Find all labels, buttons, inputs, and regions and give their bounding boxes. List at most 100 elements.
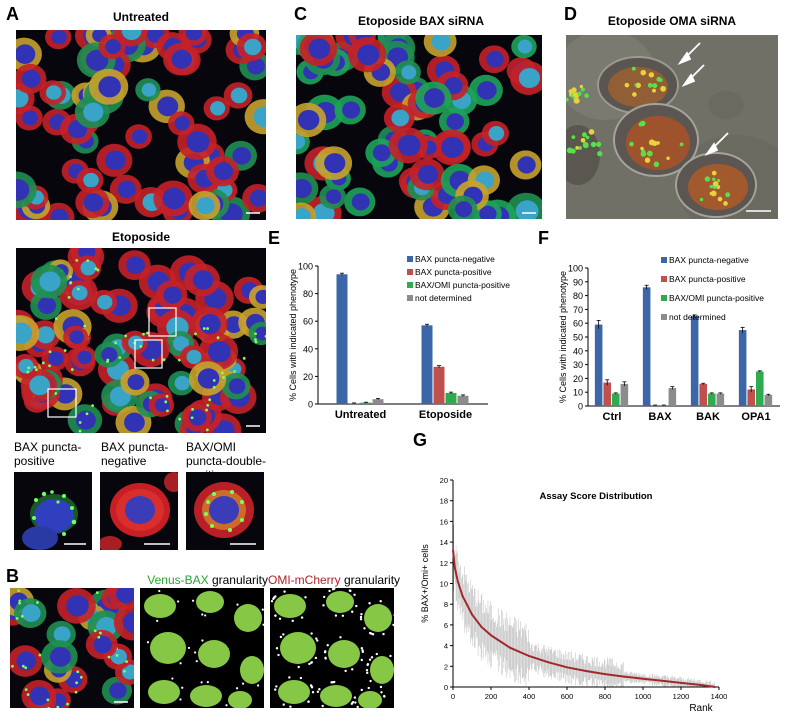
cell	[96, 143, 133, 177]
data-point	[471, 613, 473, 616]
y-tick-label: 10	[573, 388, 583, 398]
cell	[163, 43, 199, 76]
cell	[16, 171, 37, 209]
x-tick-label: 1200	[673, 692, 690, 701]
cell	[168, 111, 195, 136]
y-tick-label: 10	[440, 580, 448, 589]
inset-2-art	[100, 472, 178, 550]
omi-mcherry-colored: OMI-mCherry	[268, 573, 341, 587]
nucleus-mask	[190, 685, 222, 707]
y-tick-label: 12	[440, 559, 448, 568]
panel-a-etoposide-title: Etoposide	[111, 230, 170, 244]
x-axis-label: Rank	[689, 703, 713, 713]
legend-entry: BAX/OMI puncta-positive	[669, 293, 764, 303]
x-tick-label: 600	[561, 692, 574, 701]
cell	[30, 264, 68, 299]
cell	[248, 321, 266, 346]
y-tick-label: 40	[303, 344, 313, 354]
cell	[16, 105, 43, 131]
bar	[372, 399, 384, 404]
legend-entry: not determined	[669, 312, 726, 322]
cell	[120, 368, 150, 396]
cell	[16, 63, 47, 94]
chart-f: 0 10 20 30 40 50 60 70 80 90 100% Cells with indic…	[558, 255, 780, 423]
cell	[447, 195, 478, 219]
nucleus-mask	[278, 680, 310, 704]
cell	[510, 61, 542, 95]
y-tick-label: 70	[573, 305, 583, 315]
nucleus-mask	[196, 591, 224, 613]
data-point	[714, 686, 717, 688]
cell	[190, 307, 228, 342]
inset-box-3	[134, 339, 163, 369]
oma-sirna-micrograph	[566, 35, 778, 219]
cell	[478, 45, 510, 74]
omi-mcherry-rest: granularity	[340, 573, 401, 587]
cell	[73, 255, 102, 281]
y-tick-label: 80	[573, 291, 583, 301]
bax-sirna-micrograph	[296, 35, 542, 219]
bar	[708, 393, 716, 406]
panel-c-title: Etoposide BAX siRNA	[357, 14, 484, 28]
x-tick-label: 200	[485, 692, 498, 701]
cell	[39, 80, 67, 105]
cell	[74, 96, 110, 129]
omi-mcherry-title: OMI-mCherry granularity	[268, 573, 408, 587]
y-tick-label: 0	[308, 400, 313, 410]
y-tick-label: 50	[573, 333, 583, 343]
bar	[603, 382, 611, 406]
legend-entry: BAX puncta-positive	[415, 267, 492, 277]
cell	[296, 172, 319, 205]
panel-b-cells	[10, 588, 134, 708]
y-tick-label: 0	[578, 402, 583, 412]
data-point	[509, 646, 511, 649]
legend-swatch	[661, 257, 667, 263]
chart-g: Assay Score Distribution 0 2 4 6 8 10 12 14 16 18 2…	[420, 476, 727, 713]
cell	[41, 346, 69, 371]
y-axis-label: % Cells with indicated phenotype	[288, 269, 298, 401]
y-tick-label: 30	[573, 360, 583, 370]
bar	[620, 383, 629, 406]
data-point	[528, 655, 530, 657]
data-point	[680, 681, 682, 684]
nucleus-mask	[280, 632, 316, 664]
cell	[184, 263, 220, 297]
category-label: BAK	[696, 411, 720, 423]
cell	[248, 285, 266, 309]
cell	[221, 372, 251, 400]
y-tick-label: 80	[303, 289, 313, 299]
etoposide-cells	[16, 248, 266, 433]
nucleus-mask	[150, 632, 186, 664]
cell	[296, 102, 327, 138]
y-axis-label: % Cells with indicated phenotype	[558, 271, 568, 403]
cell	[113, 30, 148, 47]
y-tick-label: 60	[573, 319, 583, 329]
cell	[244, 99, 266, 135]
venus-bax-colored: Venus-BAX	[147, 573, 209, 587]
venus-bax-title: Venus-BAX granularity	[142, 573, 268, 587]
y-tick-label: 100	[568, 264, 583, 274]
cell	[203, 96, 230, 121]
category-label: OPA1	[741, 411, 770, 423]
bar	[433, 366, 445, 404]
panel-label-g: G	[413, 430, 428, 450]
bar	[336, 274, 348, 404]
cell	[16, 353, 39, 379]
etoposide-micrograph	[16, 248, 266, 433]
cell	[181, 403, 212, 432]
nucleus-mask	[234, 604, 262, 632]
venus-granularity-image	[140, 588, 264, 708]
cell	[198, 333, 239, 370]
inset-caption-1: BAX puncta-positive	[14, 440, 82, 468]
cell	[155, 280, 188, 310]
cell	[107, 588, 134, 610]
panel-label-b: B	[6, 566, 19, 586]
panel-label-e: E	[268, 228, 281, 248]
cell	[236, 33, 266, 61]
venus-bax-rest: granularity	[208, 573, 268, 587]
panel-label-f: F	[538, 228, 549, 248]
score-curve	[452, 550, 716, 688]
bar	[764, 394, 773, 406]
bar	[642, 287, 651, 406]
